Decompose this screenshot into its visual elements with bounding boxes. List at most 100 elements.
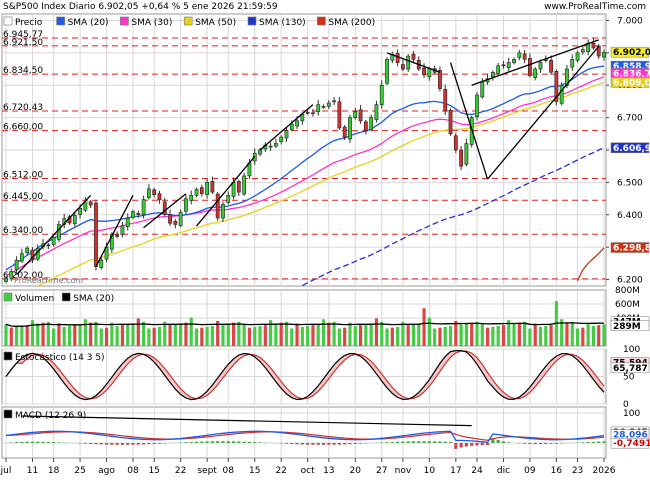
- macd-histogram-bar: [221, 441, 225, 443]
- volume-bar: [597, 325, 601, 346]
- volume-bar: [560, 319, 564, 346]
- volume-bar: [591, 325, 596, 346]
- x-tick-label: 22: [175, 466, 186, 476]
- macd-histogram-bar: [200, 441, 204, 443]
- volume-bar: [189, 317, 193, 346]
- candle: [358, 109, 363, 122]
- candle: [9, 271, 14, 279]
- volume-bar: [311, 325, 315, 346]
- y-tick-label: 0: [623, 400, 629, 410]
- candle: [258, 149, 262, 155]
- volume-bar: [575, 328, 580, 346]
- macd-histogram-bar: [549, 443, 553, 444]
- x-tick-label: nov: [395, 466, 412, 476]
- candle: [342, 126, 347, 138]
- macd-histogram-bar: [454, 443, 458, 449]
- macd-histogram-bar: [396, 441, 400, 443]
- candle: [512, 59, 516, 63]
- macd-histogram-bar: [216, 441, 220, 443]
- volume-bar: [226, 323, 230, 346]
- volume-bar: [120, 325, 125, 346]
- candle: [30, 249, 35, 260]
- volume-bar: [110, 322, 114, 346]
- candle: [422, 67, 426, 76]
- price-legend-label: SMA (130): [259, 18, 306, 28]
- volume-bar: [586, 322, 590, 346]
- stochastic-legend-swatch: [3, 351, 13, 361]
- x-tick-label: 10: [424, 466, 436, 476]
- candle: [14, 259, 19, 270]
- candle: [363, 121, 368, 131]
- volume-bar: [73, 325, 77, 346]
- x-tick-label: 2026: [593, 466, 616, 476]
- macd-histogram-bar: [226, 441, 230, 443]
- candle: [385, 59, 389, 84]
- macd-histogram-bar: [36, 441, 40, 443]
- candle: [453, 135, 458, 151]
- volume-legend-swatch: [3, 292, 13, 302]
- price-tag-label: 6.836,73: [613, 69, 650, 79]
- volume-bar: [131, 323, 135, 346]
- price-tag-label: 6.902,05: [613, 48, 650, 58]
- x-tick-label: 15: [249, 466, 260, 476]
- candle: [215, 193, 220, 219]
- macd-histogram-bar: [316, 443, 320, 445]
- trend-line: [471, 39, 599, 86]
- volume-bar: [337, 328, 341, 346]
- candle: [115, 233, 120, 237]
- macd-histogram-bar: [247, 441, 252, 443]
- level-label: 6.340,00: [3, 226, 43, 236]
- macd-histogram-bar: [126, 443, 130, 445]
- macd-histogram-bar: [380, 442, 384, 443]
- volume-bar: [538, 326, 543, 346]
- candle: [120, 225, 125, 235]
- site-label: www.ProRealTime.com: [544, 2, 646, 12]
- volume-bar: [438, 327, 442, 346]
- volume-bar: [348, 322, 352, 346]
- macd-histogram-bar: [591, 441, 596, 443]
- volume-legend-swatch: [61, 292, 71, 302]
- price-legend-label: Precio: [15, 18, 43, 28]
- volume-bar: [459, 324, 463, 346]
- candle: [284, 130, 289, 139]
- volume-bar: [332, 321, 336, 346]
- macd-histogram-bar: [411, 441, 416, 443]
- candle: [379, 84, 384, 105]
- volume-bar: [126, 324, 130, 346]
- macd-histogram-bar: [528, 443, 532, 444]
- macd-histogram-bar: [184, 442, 188, 443]
- macd-histogram-bar: [343, 443, 347, 445]
- x-tick-label: 16: [551, 466, 563, 476]
- macd-histogram-bar: [475, 443, 479, 446]
- candle: [438, 70, 442, 89]
- price-tag: [610, 46, 650, 58]
- candle: [295, 120, 299, 127]
- macd-histogram-bar: [89, 443, 93, 444]
- volume-bar: [501, 325, 506, 346]
- candle: [475, 94, 479, 117]
- sma130-line: [302, 147, 605, 286]
- candle: [136, 213, 141, 216]
- y-tick-label: 7.000: [617, 16, 643, 26]
- macd-histogram-bar: [311, 443, 315, 445]
- y-tick-label: 6.700: [617, 114, 643, 124]
- volume-bar: [358, 325, 363, 346]
- macd-histogram-bar: [390, 441, 394, 443]
- macd-histogram-bar: [242, 441, 246, 443]
- macd-histogram-bar: [30, 441, 35, 443]
- volume-bar: [306, 325, 310, 346]
- volume-bar: [284, 321, 289, 346]
- macd-histogram-bar: [46, 441, 50, 443]
- candle: [231, 182, 236, 197]
- volume-bar: [316, 324, 320, 346]
- macd-histogram-bar: [544, 443, 548, 444]
- candle: [316, 104, 321, 113]
- macd-histogram-bar: [332, 443, 336, 445]
- volume-bar: [78, 324, 82, 346]
- volume-bar: [396, 326, 400, 346]
- macd-histogram-bar: [136, 443, 140, 445]
- candle: [19, 253, 24, 262]
- macd-histogram-bar: [470, 443, 474, 446]
- macd-histogram-bar: [496, 439, 500, 443]
